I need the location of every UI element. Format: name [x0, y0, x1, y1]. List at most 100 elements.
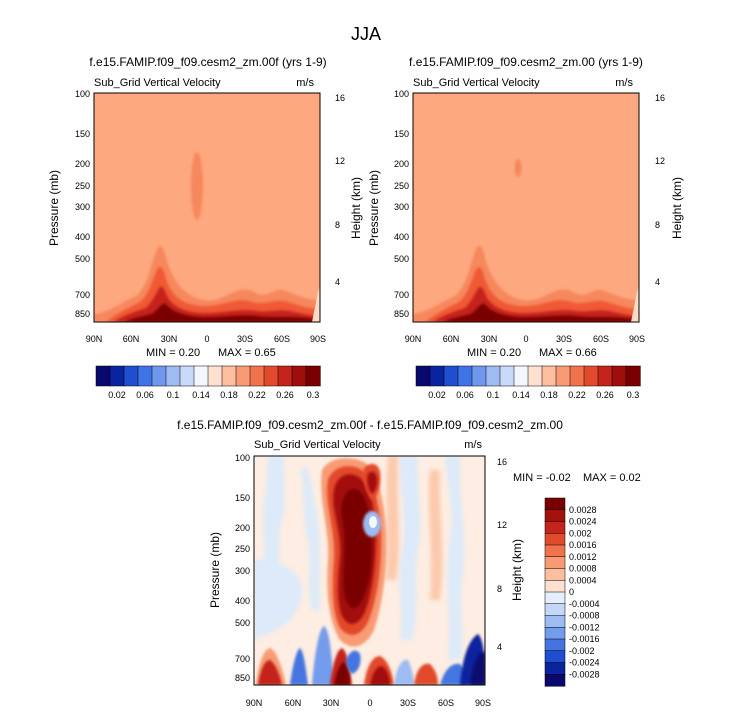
colorbar-vertical-label-3: 0.0016: [569, 540, 597, 550]
colorbar-right-cell-1: [429, 365, 445, 387]
panel-right-xtick-0: 0: [523, 334, 528, 344]
colorbar-right-cell-8: [527, 365, 543, 387]
panel-diff-xtick-90n: 90N: [246, 698, 263, 708]
panel-diff-bl-navy-edge: [470, 652, 485, 685]
colorbar-left-cell-15: [305, 365, 321, 387]
panel-right-xtick-90n: 90N: [405, 334, 422, 344]
colorbar-right-label-0: 0.02: [428, 390, 446, 400]
colorbar-left-label-1: 0.06: [136, 390, 154, 400]
colorbar-vertical-label-0: 0.0028: [569, 505, 597, 515]
panel-right-ylabel: Pressure (mb): [367, 170, 381, 246]
panel-right-xtick-90s: 90S: [629, 334, 645, 344]
colorbar-vertical-cell-7: [544, 580, 566, 593]
colorbar-left: 0.02 0.06 0.1 0.14 0.18 0.22 0.26 0.3: [95, 365, 321, 400]
panel-left-min: MIN = 0.20: [146, 347, 200, 359]
panel-right-x-ticks: 90N 60N 30N 0 30S 60S 90S: [405, 334, 645, 344]
colorbar-right-label-1: 0.06: [456, 390, 474, 400]
panel-diff-xtick-60n: 60N: [285, 698, 302, 708]
colorbar-vertical-label-12: -0.002: [569, 646, 595, 656]
colorbar-left-cell-9: [221, 365, 237, 387]
panel-diff-ytick-200: 200: [235, 523, 250, 533]
colorbar-right-cell-10: [555, 365, 571, 387]
colorbar-vertical-cell-12: [544, 638, 566, 652]
panel-diff-min: MIN = -0.02: [513, 472, 571, 484]
colorbar-vertical-cell-10: [544, 615, 566, 628]
colorbar-right-cell-3: [457, 365, 473, 387]
colorbar-right-label-5: 0.22: [568, 390, 586, 400]
colorbar-left-cell-13: [277, 365, 293, 387]
panel-diff-neg-band-left-upper: [263, 456, 285, 580]
colorbar-right-cell-4: [471, 365, 487, 387]
colorbar-left-cell-2: [123, 365, 139, 387]
panel-diff-height-12: 12: [497, 520, 507, 530]
panel-diff-xtick-90s: 90S: [475, 698, 491, 708]
colorbar-vertical-cell-5: [544, 556, 566, 570]
colorbar-left-label-0: 0.02: [108, 390, 126, 400]
panel-diff-ylabel-right: Height (km): [510, 539, 524, 601]
panel-left-ytick-300: 300: [75, 202, 90, 212]
panel-left-xtick-30n: 30N: [161, 334, 178, 344]
panel-right-variable-label: Sub_Grid Vertical Velocity: [413, 77, 540, 89]
panel-right-height-8: 8: [655, 220, 660, 230]
colorbar-vertical-label-6: 0.0004: [569, 575, 597, 585]
panel-diff-x-ticks: 90N 60N 30N 0 30S 60S 90S: [246, 698, 491, 708]
colorbar-right-label-7: 0.3: [627, 390, 640, 400]
panel-left-xtick-60s: 60S: [274, 334, 290, 344]
panel-diff-ytick-250: 250: [235, 544, 250, 554]
panel-diff-height-16: 16: [497, 457, 507, 467]
panel-left-title: f.e15.FAMIP.f09_f09.cesm2_zm.00f (yrs 1-…: [89, 55, 326, 69]
panel-left-y-right-ticks: 16 12 8 4: [335, 93, 345, 287]
colorbar-right-cell-0: [415, 365, 431, 387]
panel-left-ytick-700: 700: [75, 290, 90, 300]
panel-right-ytick-850: 850: [394, 309, 409, 319]
colorbar-vertical-cell-13: [544, 650, 566, 664]
panel-diff-bl-dark-eq: [370, 666, 390, 685]
colorbar-vertical-cell-8: [544, 591, 566, 605]
panel-right-background-fill: [413, 93, 639, 322]
panel-diff-neg-band-left-lower: [254, 559, 302, 640]
panel-left: f.e15.FAMIP.f09_f09.cesm2_zm.00f (yrs 1-…: [47, 55, 363, 359]
colorbar-left-cell-11: [249, 365, 265, 387]
panel-right-ytick-700: 700: [394, 290, 409, 300]
panel-left-x-ticks: 90N 60N 30N 0 30S 60S 90S: [86, 334, 326, 344]
panel-left-variable-label: Sub_Grid Vertical Velocity: [94, 77, 221, 89]
panel-diff-max: MAX = 0.02: [583, 472, 641, 484]
panel-diff-warm-band-1: [386, 456, 399, 580]
figure-title: JJA: [351, 24, 381, 44]
colorbar-vertical-label-7: 0: [569, 587, 574, 597]
panel-diff-field: [254, 456, 485, 685]
colorbar-right-cell-11: [569, 365, 585, 387]
panel-diff-neg-band-sh: [399, 456, 421, 640]
colorbar-left-cell-5: [165, 365, 181, 387]
colorbar-left-cell-7: [193, 365, 209, 387]
panel-right-height-16: 16: [655, 93, 665, 103]
panel-right-ylabel-right: Height (km): [670, 177, 684, 239]
panel-left-ytick-250: 250: [75, 181, 90, 191]
panel-diff-bl-blue-20n: [346, 650, 361, 674]
panel-left-ytick-150: 150: [75, 129, 90, 139]
colorbar-right-label-3: 0.14: [512, 390, 530, 400]
colorbar-left-cell-10: [235, 365, 251, 387]
colorbar-right-cell-2: [443, 365, 459, 387]
colorbar-right-label-6: 0.26: [596, 390, 614, 400]
colorbar-vertical-cell-9: [544, 603, 566, 617]
panel-diff-variable-label: Sub_Grid Vertical Velocity: [254, 439, 381, 451]
panel-diff-ylabel: Pressure (mb): [208, 532, 222, 608]
colorbar-vertical-label-10: -0.0012: [569, 622, 600, 632]
panel-diff-local-max-core: [367, 471, 378, 494]
panel-diff-bl-blue-60n: [290, 648, 308, 685]
panel-diff-xtick-30n: 30N: [323, 698, 340, 708]
panel-diff-ytick-850: 850: [235, 673, 250, 683]
panel-right-min: MIN = 0.20: [467, 347, 521, 359]
colorbar-vertical-label-9: -0.0008: [569, 611, 600, 621]
panel-right-xtick-60s: 60S: [593, 334, 609, 344]
panel-right-south-edge: [631, 286, 639, 322]
panel-diff-ytick-100: 100: [235, 453, 250, 463]
panel-right-ytick-400: 400: [394, 232, 409, 242]
panel-right-y-right-ticks: 16 12 8 4: [655, 93, 665, 287]
colorbar-vertical-cell-15: [544, 674, 566, 687]
panel-diff-blue-hole-inner: [369, 516, 377, 528]
panel-left-background-fill: [94, 93, 320, 322]
panel-left-frame: [93, 92, 321, 323]
